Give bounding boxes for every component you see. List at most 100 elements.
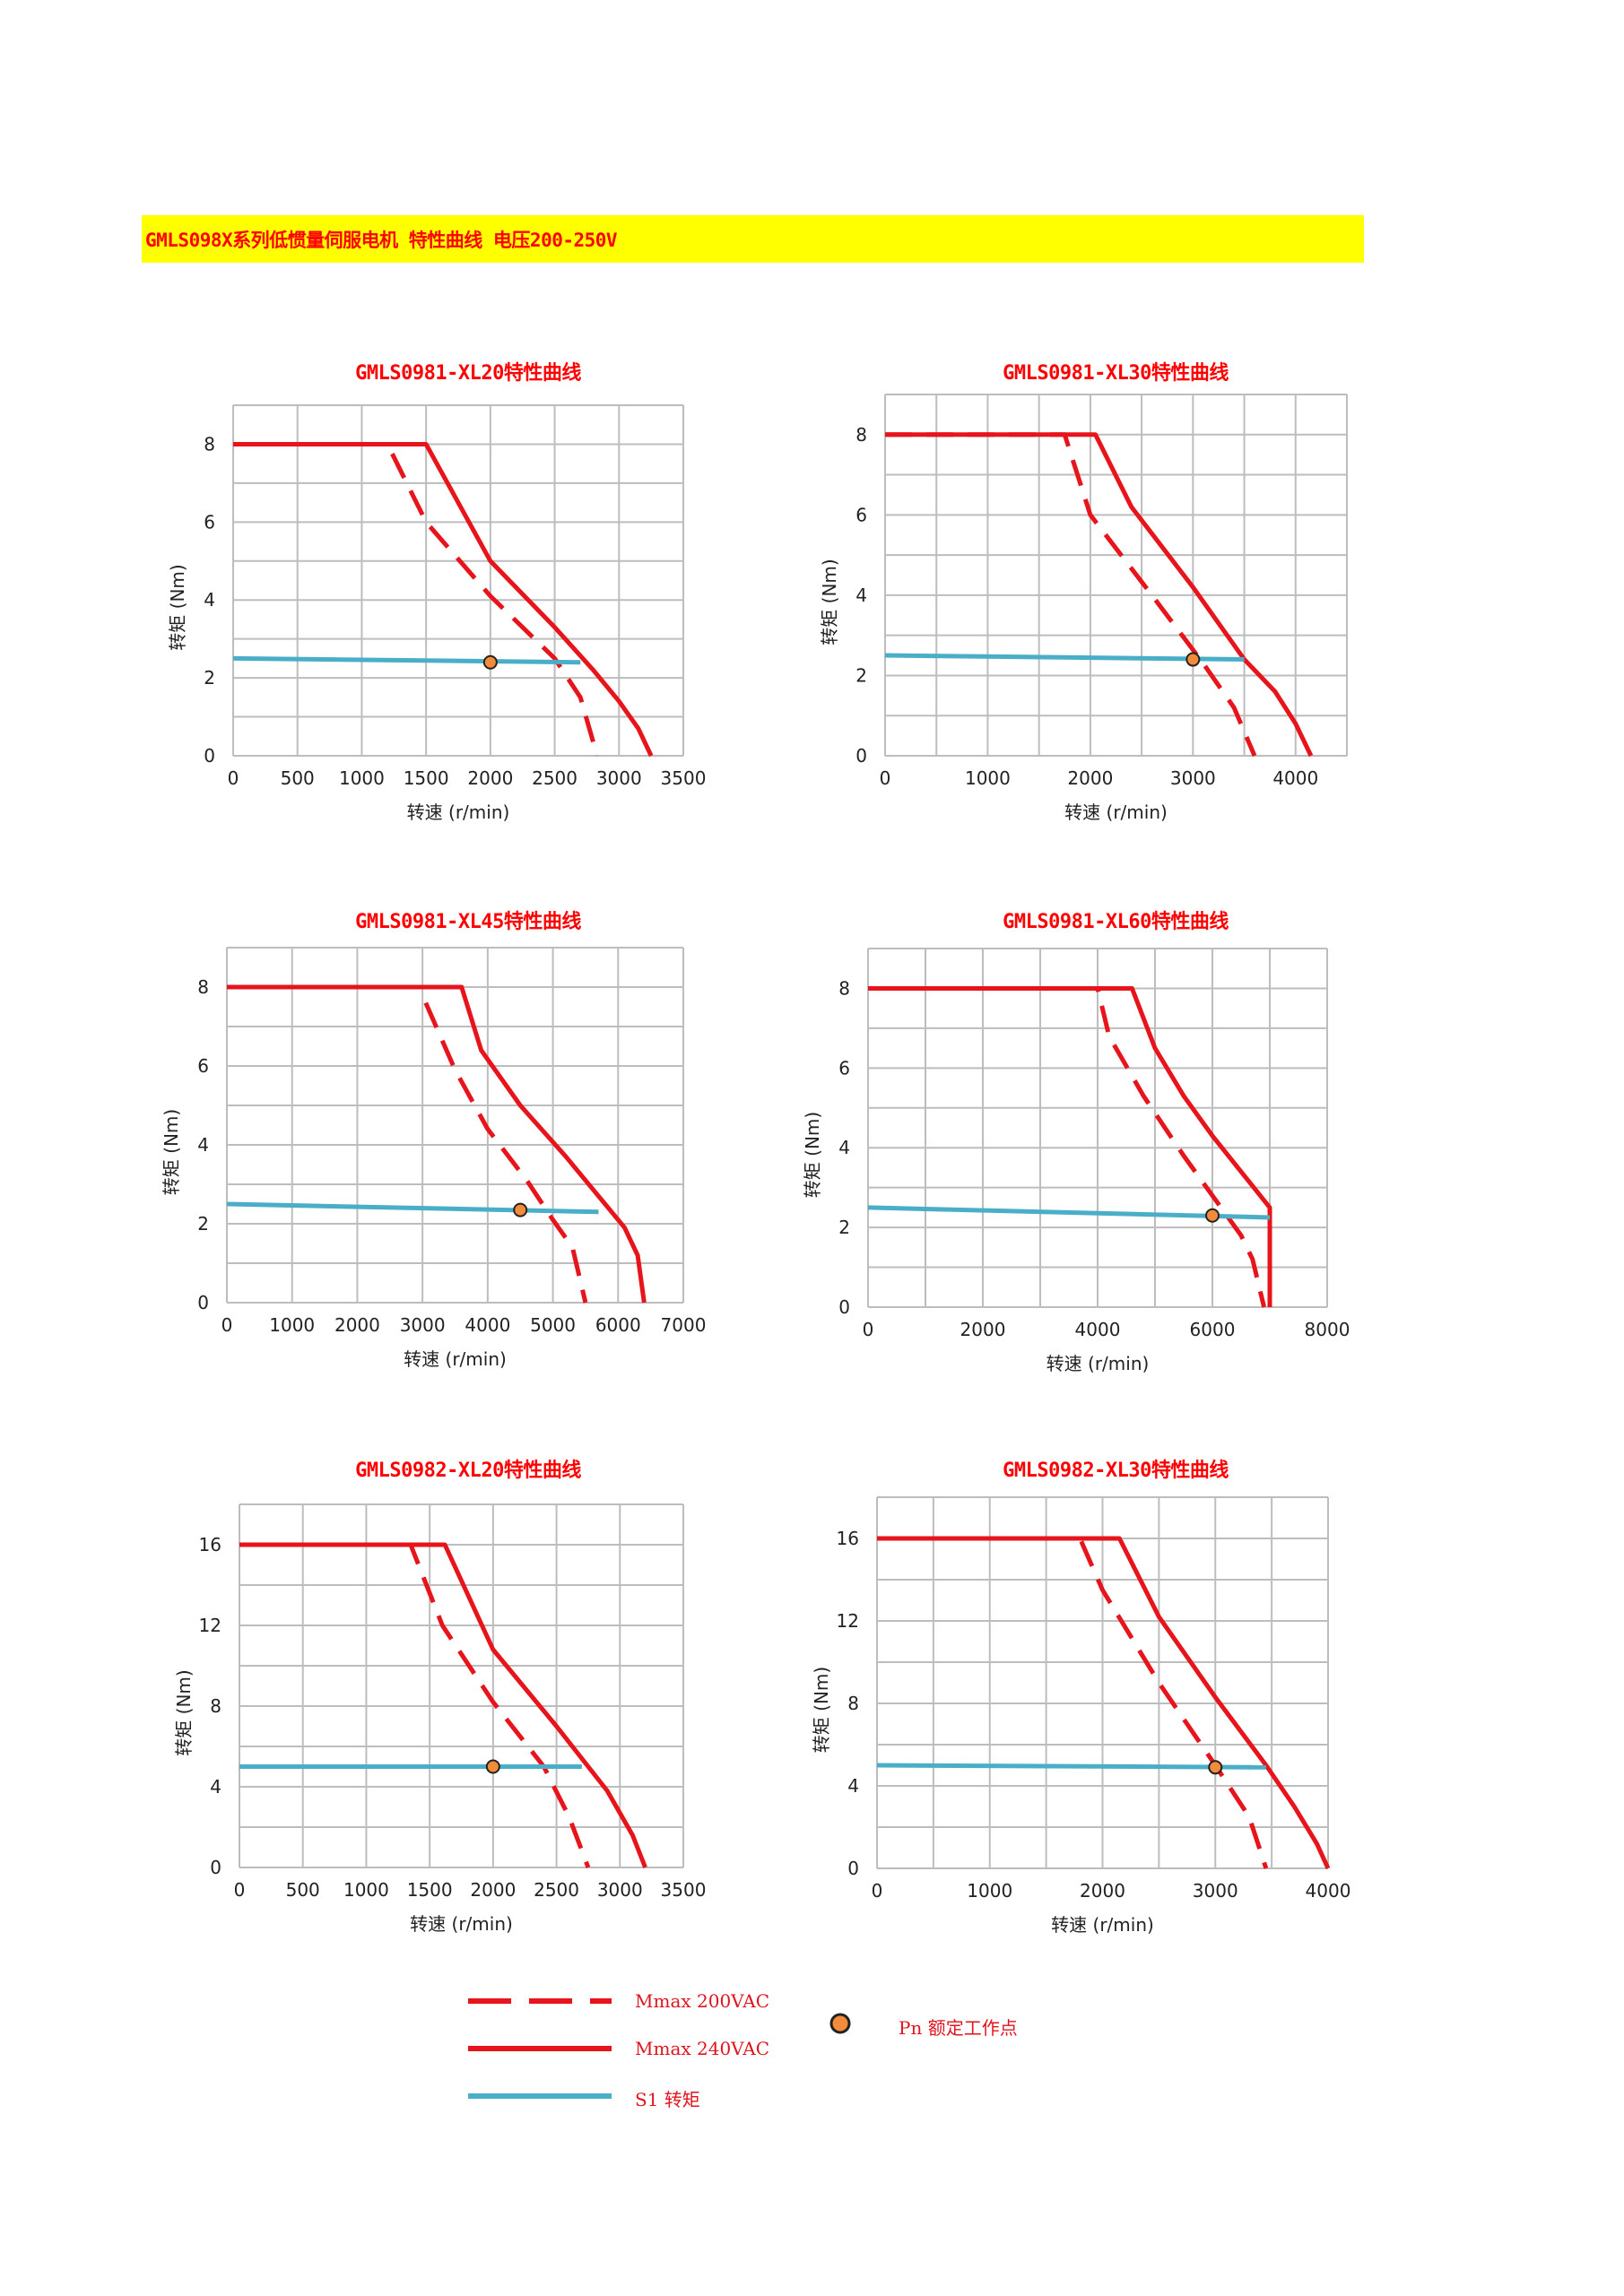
series-line-dashed xyxy=(868,985,1267,1308)
series-line-s1 xyxy=(226,1201,599,1215)
series-line-solid xyxy=(868,985,1272,1307)
rated-point-marker xyxy=(1205,1208,1220,1223)
y-tick-label: 2 xyxy=(838,1217,850,1238)
x-tick-label: 7000 xyxy=(661,1314,707,1336)
y-tick-label: 2 xyxy=(197,1213,209,1235)
x-tick-label: 4000 xyxy=(1272,767,1318,789)
x-tick-label: 2000 xyxy=(960,1319,1006,1340)
y-tick-label: 8 xyxy=(197,976,209,998)
y-tick-label: 0 xyxy=(855,745,867,767)
y-tick-label: 0 xyxy=(204,745,215,767)
series-line-solid xyxy=(239,1542,647,1868)
legend-mmax240-label: Mmax 240VAC xyxy=(635,2038,770,2059)
header-banner: GMLS098X系列低惯量伺服电机 特性曲线 电压200-250V xyxy=(142,215,1364,263)
chart-title: GMLS0981-XL20特性曲线 xyxy=(355,362,581,385)
chart-title: GMLS0982-XL20特性曲线 xyxy=(355,1460,581,1482)
x-tick-label: 2000 xyxy=(467,767,513,789)
y-tick-label: 6 xyxy=(197,1055,209,1077)
chart-title: GMLS0982-XL30特性曲线 xyxy=(1003,1460,1229,1482)
legend-point-label: Pn 额定工作点 xyxy=(899,2017,1018,2039)
y-axis-label: 转矩 (Nm) xyxy=(173,1669,195,1755)
x-tick-label: 4000 xyxy=(1075,1319,1121,1340)
series-line-solid xyxy=(877,1536,1331,1870)
y-axis-label: 转矩 (Nm) xyxy=(167,564,188,650)
x-tick-label: 1500 xyxy=(407,1879,453,1901)
y-tick-label: 8 xyxy=(210,1695,221,1717)
y-tick-label: 2 xyxy=(855,664,867,686)
x-tick-label: 1000 xyxy=(965,767,1011,789)
x-axis-label: 转速 (r/min) xyxy=(404,1348,507,1370)
chart-title: GMLS0981-XL30特性曲线 xyxy=(1003,362,1229,385)
x-tick-label: 6000 xyxy=(1190,1319,1236,1340)
series-line-s1 xyxy=(876,1763,1266,1770)
x-tick-label: 1000 xyxy=(269,1314,315,1336)
series-line-s1 xyxy=(867,1205,1271,1220)
rated-point-marker xyxy=(513,1202,528,1217)
y-tick-label: 8 xyxy=(838,977,850,999)
y-tick-label: 4 xyxy=(197,1134,209,1156)
x-axis-label: 转速 (r/min) xyxy=(407,801,510,823)
y-tick-label: 4 xyxy=(210,1776,221,1798)
y-tick-label: 4 xyxy=(855,585,867,606)
x-tick-label: 0 xyxy=(234,1879,246,1901)
x-tick-label: 4000 xyxy=(1306,1880,1351,1902)
y-tick-label: 4 xyxy=(847,1775,859,1797)
y-tick-label: 16 xyxy=(199,1534,221,1555)
x-tick-label: 0 xyxy=(880,767,891,789)
y-tick-label: 4 xyxy=(204,589,215,611)
x-tick-label: 0 xyxy=(221,1314,233,1336)
series-line-s1 xyxy=(884,653,1245,663)
y-tick-label: 6 xyxy=(838,1057,850,1079)
x-tick-label: 0 xyxy=(228,767,239,789)
x-tick-label: 3000 xyxy=(597,1879,643,1901)
chart-title: GMLS0981-XL60特性曲线 xyxy=(1003,911,1229,933)
x-tick-label: 3000 xyxy=(400,1314,446,1336)
x-axis-label: 转速 (r/min) xyxy=(1064,801,1168,823)
x-tick-label: 3000 xyxy=(596,767,642,789)
x-tick-label: 0 xyxy=(872,1880,883,1902)
series-line-s1 xyxy=(232,655,581,665)
x-tick-label: 2000 xyxy=(1080,1880,1125,1902)
y-tick-label: 12 xyxy=(199,1615,221,1636)
x-tick-label: 3500 xyxy=(661,1879,707,1901)
y-tick-label: 0 xyxy=(847,1858,859,1879)
x-tick-label: 3500 xyxy=(661,767,707,789)
x-tick-label: 1500 xyxy=(404,767,449,789)
y-axis-label: 转矩 (Nm) xyxy=(161,1109,182,1195)
x-tick-label: 2000 xyxy=(470,1879,516,1901)
y-tick-label: 4 xyxy=(838,1137,850,1158)
y-axis-label: 转矩 (Nm) xyxy=(802,1112,823,1198)
y-tick-label: 0 xyxy=(210,1857,221,1878)
rated-point-marker xyxy=(1208,1760,1223,1775)
legend-point-marker xyxy=(829,2013,851,2034)
x-tick-label: 1000 xyxy=(339,767,385,789)
legend-mmax200-label: Mmax 200VAC xyxy=(635,1990,770,2012)
x-tick-label: 3000 xyxy=(1170,767,1216,789)
y-tick-label: 6 xyxy=(204,511,215,533)
x-tick-label: 0 xyxy=(863,1319,874,1340)
x-tick-label: 2500 xyxy=(532,767,578,789)
x-tick-label: 3000 xyxy=(1193,1880,1238,1902)
x-tick-label: 6000 xyxy=(595,1314,641,1336)
series-line-solid xyxy=(233,441,654,758)
x-tick-label: 2000 xyxy=(334,1314,380,1336)
x-axis-label: 转速 (r/min) xyxy=(1046,1353,1150,1374)
y-axis-label: 转矩 (Nm) xyxy=(819,559,840,645)
series-line-dashed xyxy=(233,441,600,757)
x-tick-label: 1000 xyxy=(967,1880,1012,1902)
x-tick-label: 8000 xyxy=(1305,1319,1350,1340)
x-tick-label: 5000 xyxy=(530,1314,576,1336)
rated-point-marker xyxy=(1185,652,1201,667)
x-axis-label: 转速 (r/min) xyxy=(1051,1914,1154,1936)
series-line-solid xyxy=(227,984,647,1304)
x-tick-label: 1000 xyxy=(343,1879,389,1901)
x-tick-label: 500 xyxy=(286,1879,320,1901)
y-tick-label: 8 xyxy=(855,424,867,446)
y-tick-label: 2 xyxy=(204,667,215,689)
rated-point-marker xyxy=(482,654,498,670)
